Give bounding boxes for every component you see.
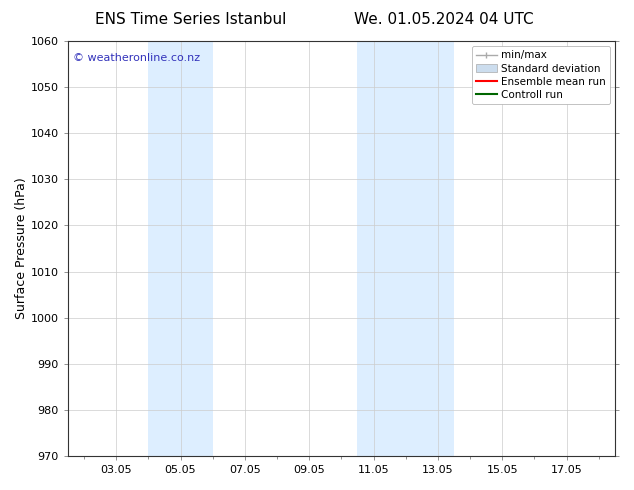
- Y-axis label: Surface Pressure (hPa): Surface Pressure (hPa): [15, 178, 28, 319]
- Bar: [358, 41, 454, 456]
- Legend: min/max, Standard deviation, Ensemble mean run, Controll run: min/max, Standard deviation, Ensemble me…: [472, 46, 610, 104]
- Text: ENS Time Series Istanbul: ENS Time Series Istanbul: [94, 12, 286, 27]
- Bar: [148, 41, 212, 456]
- Text: © weatheronline.co.nz: © weatheronline.co.nz: [74, 53, 200, 64]
- Text: We. 01.05.2024 04 UTC: We. 01.05.2024 04 UTC: [354, 12, 534, 27]
